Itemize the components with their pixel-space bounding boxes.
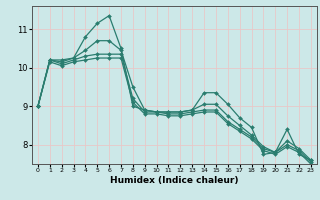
X-axis label: Humidex (Indice chaleur): Humidex (Indice chaleur)	[110, 176, 239, 185]
